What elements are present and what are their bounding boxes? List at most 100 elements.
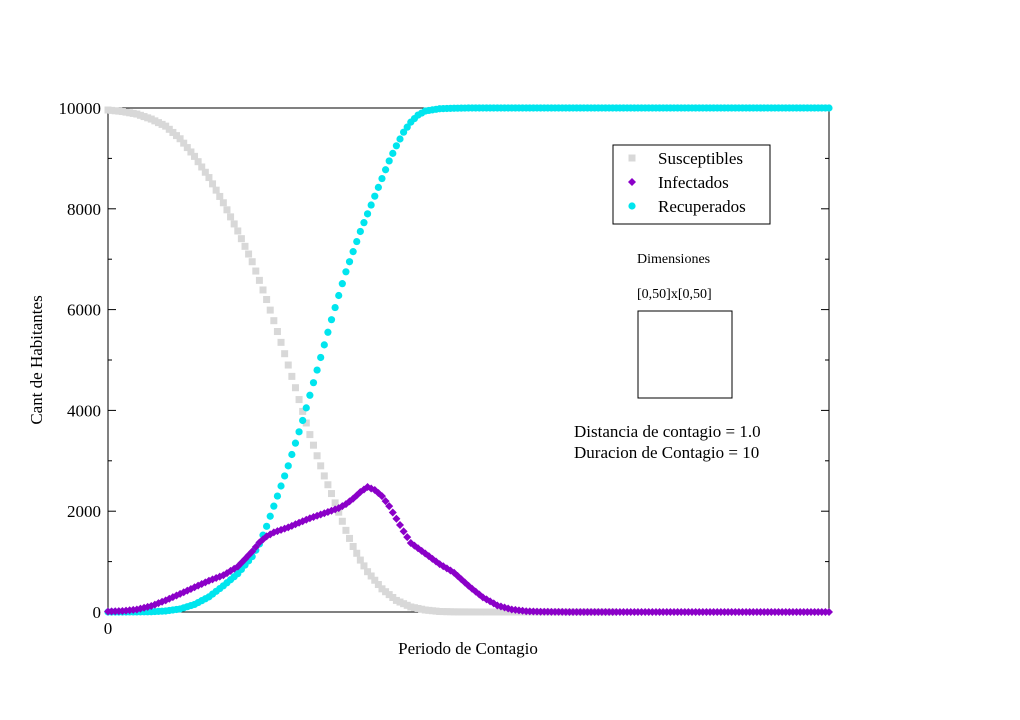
data-point [436,607,444,615]
data-point [400,600,408,608]
data-point [241,242,249,250]
data-point [349,542,357,550]
data-point [450,608,458,616]
data-point [201,168,209,176]
data-point [381,166,390,174]
data-point [194,158,202,166]
data-point [248,547,257,556]
data-point [227,213,235,221]
data-point [291,439,300,447]
data-point [396,521,405,530]
x-tick-label: 0 [104,619,113,638]
x-axis-label: Periodo de Contagio [398,639,538,658]
data-point [385,157,393,165]
data-point [389,149,397,157]
data-point [825,104,833,112]
data-point [493,608,501,616]
data-point [277,482,285,490]
data-point [335,508,343,516]
data-point [248,258,256,266]
data-point [320,341,328,349]
data-point [356,556,364,564]
data-point [209,180,217,188]
data-point [176,135,184,143]
data-point [353,549,361,557]
data-point [302,419,310,427]
data-point [205,174,213,182]
legend-marker [628,202,636,210]
data-point [328,490,336,498]
data-point [115,107,123,115]
y-axis-label: Cant de Habitantes [27,295,46,424]
legend-marker [628,178,636,186]
data-point [237,235,245,243]
data-point [345,258,354,266]
data-point [172,132,180,140]
data-point [443,608,451,616]
data-point [331,303,339,312]
data-point [410,604,418,612]
data-point [346,534,354,542]
data-point [367,572,375,580]
data-point [497,608,505,616]
data-point [299,416,307,425]
data-point [327,316,336,324]
data-point [144,114,152,122]
data-point [371,192,379,200]
data-point [385,591,393,599]
legend-label: Susceptibles [658,149,743,168]
data-point [457,608,465,616]
data-point [360,219,368,227]
data-point [187,148,195,156]
data-point [367,201,375,209]
data-point [396,598,404,606]
data-point [483,608,491,616]
data-point [313,366,321,374]
data-point [277,338,285,346]
data-point [475,608,483,616]
data-point [295,396,303,404]
data-point [371,576,379,584]
data-point [266,512,274,520]
data-point [331,499,339,507]
legend-label: Recuperados [658,197,746,216]
data-point [263,296,271,304]
data-point [302,404,310,412]
data-point [338,280,346,288]
data-point [385,502,394,511]
data-point [454,608,462,616]
data-point [335,291,343,300]
data-point [388,508,397,517]
data-point [364,568,372,576]
data-point [126,109,134,117]
series-susceptibles [104,106,617,616]
data-point [111,107,119,115]
data-point [270,317,278,325]
data-point [136,111,144,119]
data-point [377,492,386,501]
data-point [299,407,307,415]
data-point [378,174,386,183]
data-point [479,608,487,616]
data-point [284,361,292,369]
data-point [245,250,253,258]
data-point [122,108,130,116]
data-point [320,472,328,480]
series-infectados [104,483,833,616]
dimensions-value: [0,50]x[0,50] [637,287,712,302]
data-point [418,605,426,613]
data-point [360,562,368,570]
data-point [392,514,401,523]
data-point [342,526,350,534]
data-point [490,608,498,616]
y-axis-ticks: 0 2000 4000 6000 8000 10000 [59,99,829,622]
data-point [414,604,422,612]
data-point [374,183,382,191]
data-point [486,608,494,616]
y-tick-label: 6000 [67,301,101,320]
data-point [118,108,126,116]
legend-box [612,144,771,225]
data-point [349,248,357,256]
data-point [223,206,231,214]
